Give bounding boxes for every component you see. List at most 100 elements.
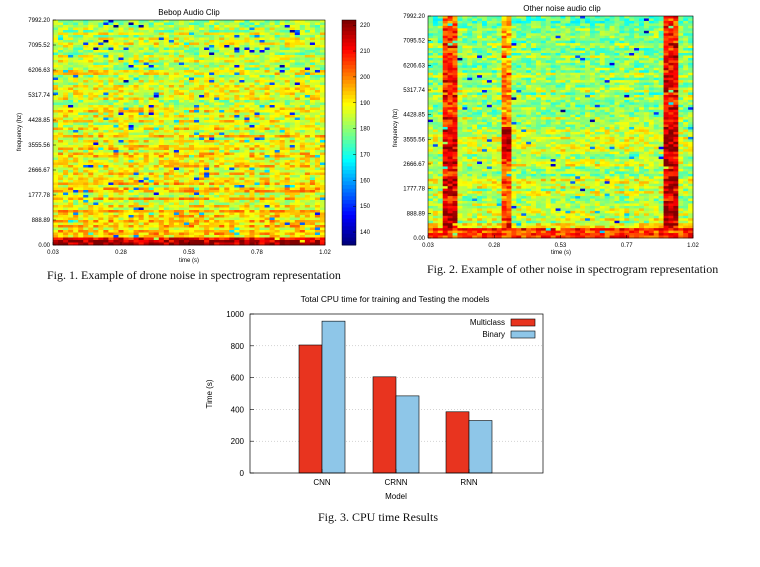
heatmap-cell	[234, 237, 240, 241]
y-tick-label: 6206.63	[28, 68, 50, 74]
heatmap-cell	[234, 127, 240, 131]
heatmap-cell	[123, 75, 129, 78]
heatmap-cell	[299, 170, 306, 173]
heatmap-cell	[264, 182, 270, 186]
heatmap-cell	[68, 142, 74, 146]
heatmap-cell	[133, 40, 140, 43]
heatmap-cell	[138, 90, 145, 93]
heatmap-cell	[118, 202, 124, 206]
heatmap-cell	[88, 170, 94, 173]
heatmap-cell	[83, 147, 89, 151]
heatmap-cell	[103, 140, 109, 143]
heatmap-cell	[58, 200, 64, 203]
heatmap-cell	[53, 177, 59, 181]
heatmap-cell	[113, 157, 119, 161]
heatmap-cell	[264, 110, 270, 113]
heatmap-cell	[314, 202, 321, 206]
heatmap-cell	[294, 142, 301, 146]
heatmap-cell	[194, 170, 200, 173]
heatmap-cell	[234, 207, 240, 211]
heatmap-cell	[118, 220, 124, 223]
heatmap-cell	[168, 70, 175, 73]
heatmap-cell	[143, 30, 150, 33]
heatmap-cell	[113, 95, 119, 98]
heatmap-cell	[194, 35, 200, 38]
heatmap-cell	[224, 37, 230, 41]
heatmap-cell	[189, 212, 195, 216]
heatmap-cell	[88, 195, 94, 198]
heatmap-cell	[158, 100, 165, 103]
heatmap-cell	[58, 85, 64, 88]
heatmap-cell	[93, 130, 99, 133]
heatmap-cell	[133, 187, 140, 191]
heatmap-cell	[224, 180, 230, 183]
heatmap-cell	[178, 117, 185, 121]
heatmap-cell	[209, 67, 215, 71]
x-tick-label: 0.03	[47, 250, 59, 256]
heatmap-cell	[73, 95, 79, 98]
heatmap-cell	[289, 220, 296, 223]
heatmap-cell	[279, 195, 286, 198]
heatmap-cell	[244, 87, 250, 91]
heatmap-cell	[158, 155, 165, 158]
heatmap-cell	[83, 90, 89, 93]
heatmap-cell	[143, 212, 150, 216]
heatmap-cell	[83, 120, 89, 123]
heatmap-cell	[93, 200, 99, 203]
heatmap-cell	[148, 85, 155, 88]
heatmap-cell	[219, 172, 225, 176]
heatmap-cell	[163, 107, 170, 111]
heatmap-cell	[274, 125, 281, 128]
heatmap-cell	[53, 67, 59, 71]
heatmap-cell	[138, 232, 145, 236]
heatmap-cell	[58, 170, 64, 173]
heatmap-cell	[118, 172, 124, 176]
heatmap-cell	[244, 27, 250, 31]
heatmap-cell	[224, 72, 230, 76]
heatmap-cell	[264, 242, 270, 246]
heatmap-cell	[239, 87, 245, 91]
heatmap-cell	[314, 217, 321, 221]
heatmap-cell	[98, 50, 104, 53]
heatmap-cell	[284, 235, 291, 238]
x-tick-label: 0.28	[115, 250, 127, 256]
heatmap-cell	[73, 217, 79, 221]
heatmap-cell	[204, 212, 210, 216]
heatmap-cell	[138, 30, 145, 33]
heatmap-cell	[264, 142, 270, 146]
heatmap-cell	[319, 107, 326, 111]
heatmap-cell	[209, 110, 215, 113]
heatmap-cell	[189, 30, 195, 33]
heatmap-cell	[118, 120, 124, 123]
heatmap-cell	[204, 165, 210, 168]
heatmap-cell	[199, 240, 205, 243]
heatmap-cell	[133, 175, 140, 178]
heatmap-cell	[73, 110, 79, 113]
heatmap-cell	[279, 95, 286, 98]
heatmap-cell	[304, 30, 311, 33]
heatmap-cell	[279, 230, 286, 233]
heatmap-cell	[98, 97, 104, 101]
heatmap-cell	[239, 110, 245, 113]
heatmap-cell	[219, 127, 225, 131]
heatmap-cell	[189, 110, 195, 113]
heatmap-cell	[108, 95, 114, 98]
heatmap-cell	[128, 232, 134, 236]
heatmap-cell	[289, 210, 296, 213]
heatmap-cell	[279, 242, 286, 246]
heatmap-cell	[103, 47, 109, 51]
heatmap-cell	[274, 197, 281, 201]
heatmap-cell	[294, 212, 301, 216]
heatmap-cell	[178, 42, 185, 46]
heatmap-cell	[229, 137, 235, 141]
heatmap-cell	[73, 82, 79, 86]
heatmap-cell	[128, 122, 134, 126]
heatmap-cell	[163, 140, 170, 143]
heatmap-cell	[289, 105, 296, 108]
heatmap-cell	[53, 55, 59, 58]
heatmap-cell	[158, 242, 165, 246]
heatmap-cell	[279, 145, 286, 148]
heatmap-cell	[259, 180, 265, 183]
heatmap-cell	[219, 180, 225, 183]
heatmap-cell	[158, 107, 165, 111]
